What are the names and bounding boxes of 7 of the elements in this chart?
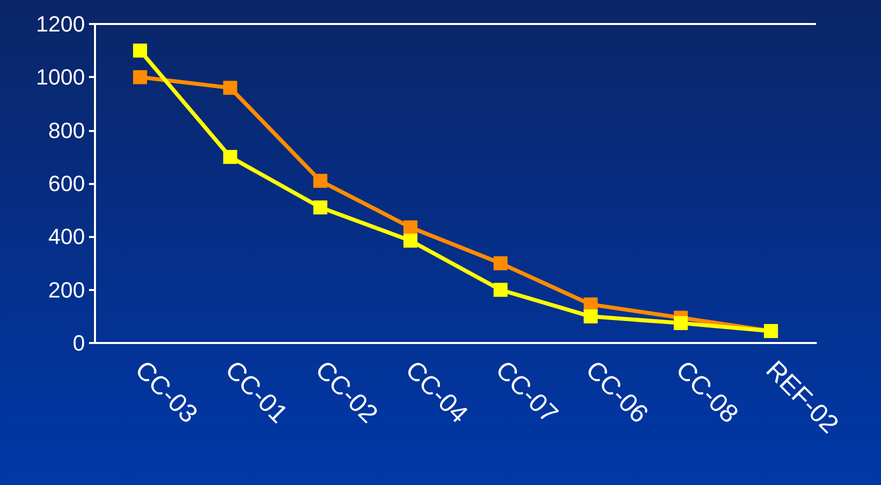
y-tick-label: 400 xyxy=(48,224,85,250)
y-tick-label: 800 xyxy=(48,118,85,143)
y-tick-label: 1200 xyxy=(36,12,85,36)
y-tick-label: 1000 xyxy=(36,64,85,90)
y-tick-label: 0 xyxy=(72,330,85,356)
y-tick-label: 200 xyxy=(48,277,85,302)
y-tick-label: 600 xyxy=(48,171,85,196)
